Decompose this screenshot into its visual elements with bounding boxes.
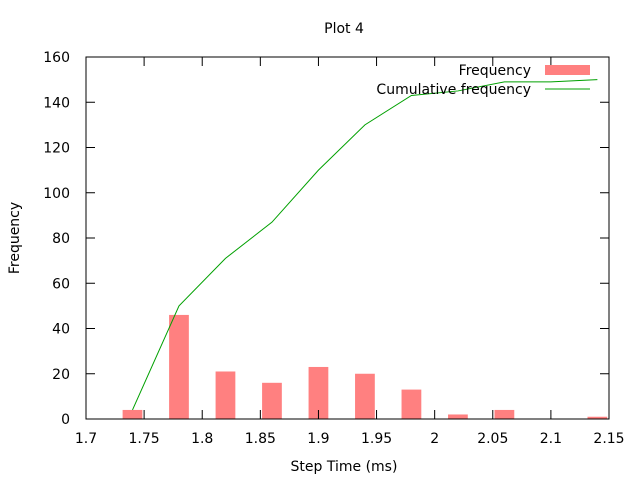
y-tick-label: 0 <box>61 412 70 428</box>
legend: Frequency Cumulative frequency <box>376 63 590 98</box>
x-axis-label: Step Time (ms) <box>291 459 398 475</box>
ticks-layer: 0 20 40 60 80 100 120 140 160 1.7 1.75 1.8 1.85 1.9 1.… <box>43 50 624 447</box>
legend-swatch-frequency <box>545 65 590 75</box>
y-tick-label: 160 <box>43 50 70 66</box>
x-tick-label: 1.95 <box>361 431 392 447</box>
plot-frame <box>85 56 610 420</box>
frequency-bar <box>494 409 515 419</box>
frequency-bar <box>262 382 282 419</box>
y-tick-label: 120 <box>43 141 70 157</box>
legend-label: Cumulative frequency <box>376 82 531 98</box>
x-tick-label: 1.9 <box>307 431 329 447</box>
frequency-bar <box>401 389 422 419</box>
legend-label: Frequency <box>459 63 531 79</box>
x-tick-label: 2.1 <box>540 431 562 447</box>
x-tick-label: 1.75 <box>129 431 160 447</box>
x-tick-label: 2 <box>430 431 439 447</box>
frequency-bar <box>355 373 375 419</box>
frequency-bar <box>308 366 329 419</box>
x-tick-label: 2.05 <box>477 431 508 447</box>
frequency-bar <box>169 314 189 419</box>
y-axis-label: Frequency <box>7 202 23 274</box>
frequency-bar <box>448 414 468 419</box>
x-tick-label: 2.15 <box>593 431 624 447</box>
y-tick-label: 60 <box>52 276 70 292</box>
cumulative-frequency-line <box>132 79 598 411</box>
y-tick-label: 20 <box>52 367 70 383</box>
chart-title: Plot 4 <box>324 21 364 37</box>
frequency-bar <box>587 416 608 419</box>
y-tick-label: 40 <box>52 322 70 338</box>
x-tick-label: 1.8 <box>191 431 213 447</box>
lines-layer <box>132 79 598 411</box>
x-tick-label: 1.7 <box>75 431 97 447</box>
y-tick-label: 100 <box>43 186 70 202</box>
x-tick-label: 1.85 <box>245 431 276 447</box>
y-tick-label: 140 <box>43 95 70 111</box>
y-tick-label: 80 <box>52 231 70 247</box>
bars-layer <box>122 314 608 419</box>
frequency-bar <box>215 371 236 419</box>
frequency-bar <box>122 409 143 419</box>
